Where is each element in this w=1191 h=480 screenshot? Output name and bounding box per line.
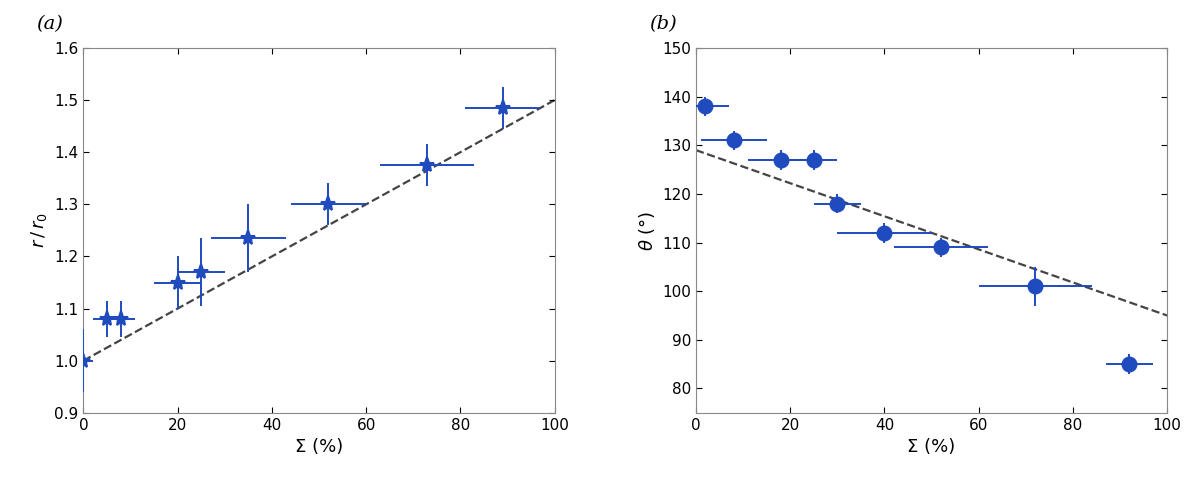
Text: (a): (a) [36, 15, 63, 34]
X-axis label: Σ (%): Σ (%) [295, 438, 343, 456]
Y-axis label: $r\,/\,r_0$: $r\,/\,r_0$ [29, 213, 49, 248]
X-axis label: Σ (%): Σ (%) [908, 438, 955, 456]
Y-axis label: $\theta$ (°): $\theta$ (°) [636, 210, 656, 251]
Text: (b): (b) [649, 15, 676, 34]
